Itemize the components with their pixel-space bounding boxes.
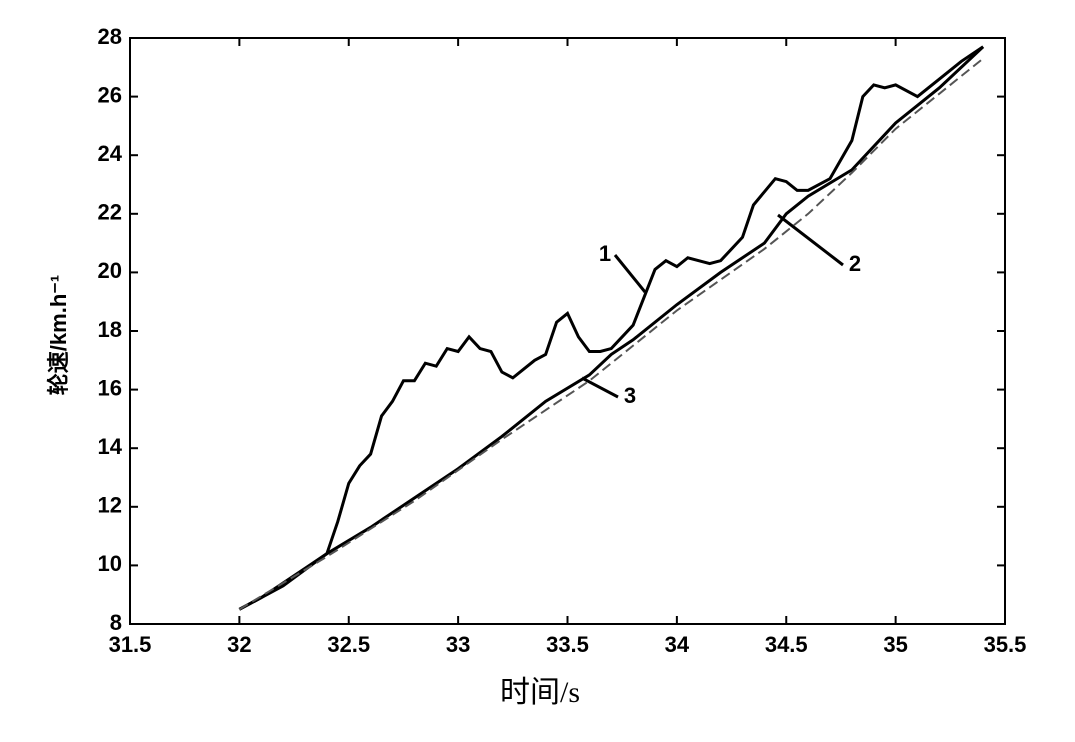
x-tick-label: 32: [227, 632, 251, 657]
x-tick-label: 33: [446, 632, 470, 657]
y-tick-label: 12: [98, 493, 122, 518]
y-tick-label: 14: [98, 434, 123, 459]
x-tick-label: 35: [883, 632, 907, 657]
y-tick-label: 22: [98, 200, 122, 225]
plot-frame: [129, 37, 1006, 625]
series-label: 3: [624, 383, 636, 408]
series-label: 2: [849, 251, 861, 276]
x-tick-label: 33.5: [546, 632, 589, 657]
y-tick-label: 28: [98, 24, 122, 49]
annotation-arrow: [581, 376, 619, 399]
y-tick-label: 20: [98, 258, 122, 283]
y-tick-label: 18: [98, 317, 122, 342]
y-tick-label: 16: [98, 375, 122, 400]
annotation-arrow: [613, 254, 647, 293]
series-label: 1: [599, 241, 611, 266]
series-line: [238, 45, 984, 611]
y-tick-label: 10: [98, 551, 122, 576]
x-tick-label: 32.5: [327, 632, 370, 657]
x-tick-label: 31.5: [109, 632, 152, 657]
y-tick-label: 8: [110, 610, 122, 635]
y-tick-label: 24: [98, 141, 123, 166]
x-axis-label: 时间/s: [500, 676, 580, 709]
annotation-arrow: [777, 213, 844, 267]
y-axis-label: 轮速/km.h⁻¹: [46, 275, 71, 395]
series-line: [238, 57, 984, 611]
y-tick-label: 26: [98, 82, 122, 107]
x-tick-label: 34: [665, 632, 690, 657]
x-tick-label: 34.5: [765, 632, 808, 657]
x-tick-label: 35.5: [984, 632, 1027, 657]
series-line: [238, 45, 985, 611]
